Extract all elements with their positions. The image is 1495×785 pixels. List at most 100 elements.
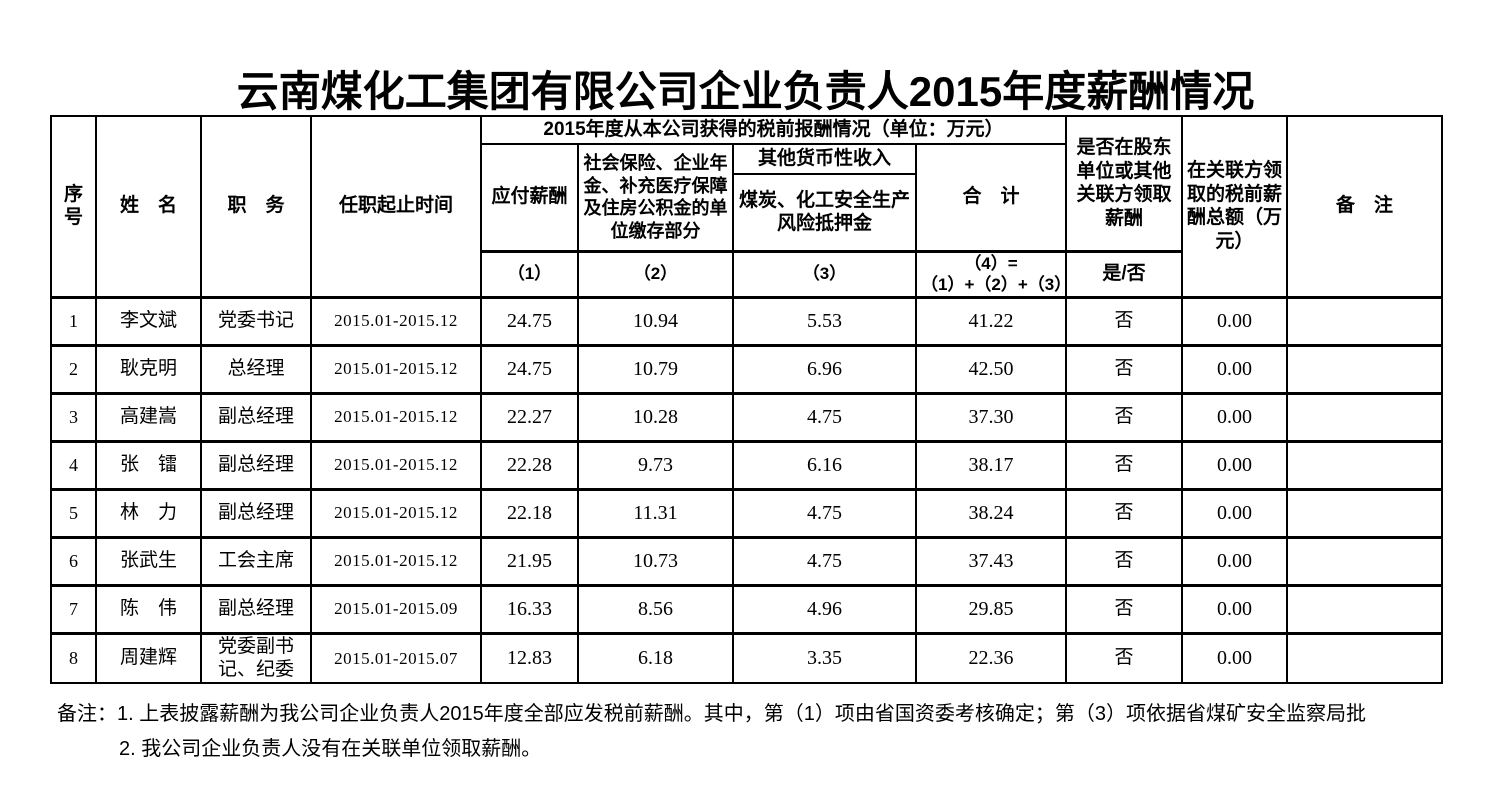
cell-payable: 24.75 (480, 295, 579, 346)
cell-remark (1286, 535, 1444, 586)
cell-deposit: 6.16 (732, 439, 917, 490)
header-name: 姓 名 (95, 115, 202, 298)
cell-related: 否 (1065, 487, 1184, 538)
cell-social: 9.73 (577, 439, 734, 490)
cell-related-amount: 0.00 (1181, 535, 1289, 586)
header-position: 职 务 (200, 115, 312, 298)
header-row-sub1: 应付薪酬 社会保险、企业年金、补充医疗保障及住房公积金的单位缴存部分 其他货币性… (51, 143, 1442, 252)
cell-deposit: 4.75 (732, 487, 917, 538)
header-row-index: （1） （2） （3） （4）=（1）+（2）+（3） 是/否 (51, 249, 1442, 298)
cell-total: 38.24 (914, 487, 1068, 538)
cell-remark (1286, 583, 1444, 634)
cell-position: 副总经理 (200, 583, 312, 634)
cell-total: 37.43 (914, 535, 1068, 586)
cell-social: 10.73 (577, 535, 734, 586)
table-row: 1 李文斌 党委书记 2015.01-2015.12 24.75 10.94 5… (50, 295, 1444, 346)
salary-table: 序号 姓 名 职 务 任职起止时间 2015年度从本公司获得的税前报酬情况（单位… (50, 115, 1444, 684)
cell-seq: 5 (50, 487, 97, 538)
cell-name: 高建嵩 (95, 391, 202, 442)
cell-seq: 4 (50, 439, 97, 490)
cell-remark (1286, 631, 1444, 684)
cell-position: 党委副书记、纪委 (200, 631, 312, 684)
cell-term: 2015.01-2015.07 (310, 631, 482, 684)
header-social-insurance: 社会保险、企业年金、补充医疗保障及住房公积金的单位缴存部分 (577, 143, 734, 252)
cell-seq: 7 (50, 583, 97, 634)
cell-related-amount: 0.00 (1181, 343, 1289, 394)
footnotes: 备注：1. 上表披露薪酬为我公司企业负责人2015年度全部应发税前薪酬。其中，第… (57, 697, 1477, 767)
cell-deposit: 6.96 (732, 343, 917, 394)
cell-remark (1286, 487, 1444, 538)
header-yes-no: 是/否 (1065, 249, 1184, 298)
cell-name: 张 镭 (95, 439, 202, 490)
cell-term: 2015.01-2015.12 (310, 343, 482, 394)
table-row: 5 林 力 副总经理 2015.01-2015.12 22.18 11.31 4… (50, 487, 1444, 538)
cell-payable: 16.33 (480, 583, 579, 634)
cell-remark (1286, 295, 1444, 346)
cell-social: 11.31 (577, 487, 734, 538)
cell-name: 陈 伟 (95, 583, 202, 634)
cell-related-amount: 0.00 (1181, 583, 1289, 634)
header-total: 合 计 (914, 143, 1068, 252)
cell-total: 22.36 (914, 631, 1068, 684)
footnote-line-1: 备注：1. 上表披露薪酬为我公司企业负责人2015年度全部应发税前薪酬。其中，第… (57, 703, 1366, 725)
header-term: 任职起止时间 (310, 115, 482, 298)
header-col3: （3） (732, 249, 917, 298)
cell-related: 否 (1065, 535, 1184, 586)
cell-payable: 21.95 (480, 535, 579, 586)
cell-total: 41.22 (914, 295, 1068, 346)
cell-social: 8.56 (577, 583, 734, 634)
cell-related: 否 (1065, 295, 1184, 346)
cell-total: 37.30 (914, 391, 1068, 442)
cell-payable: 22.18 (480, 487, 579, 538)
header-seq: 序号 (50, 115, 97, 298)
header-remark: 备 注 (1286, 115, 1444, 298)
cell-position: 党委书记 (200, 295, 312, 346)
cell-payable: 12.83 (480, 631, 579, 684)
cell-related-amount: 0.00 (1181, 391, 1289, 442)
header-col4-formula: （4）=（1）+（2）+（3） (914, 249, 1068, 298)
cell-social: 10.94 (577, 295, 734, 346)
table-row: 3 高建嵩 副总经理 2015.01-2015.12 22.27 10.28 4… (50, 391, 1444, 442)
cell-term: 2015.01-2015.12 (310, 487, 482, 538)
cell-seq: 8 (50, 631, 97, 684)
cell-social: 10.79 (577, 343, 734, 394)
header-payable: 应付薪酬 (480, 143, 579, 252)
header-col2: （2） (577, 249, 734, 298)
cell-related-amount: 0.00 (1181, 487, 1289, 538)
cell-position: 副总经理 (200, 487, 312, 538)
cell-related: 否 (1065, 343, 1184, 394)
cell-deposit: 4.96 (732, 583, 917, 634)
cell-related-amount: 0.00 (1181, 295, 1289, 346)
cell-related-amount: 0.00 (1181, 439, 1289, 490)
footnote-line-2: 2. 我公司企业负责人没有在关联单位领取薪酬。 (119, 738, 542, 760)
header-safety-deposit: 煤炭、化工安全生产风险抵押金 (732, 173, 917, 252)
cell-social: 10.28 (577, 391, 734, 442)
cell-total: 29.85 (914, 583, 1068, 634)
cell-term: 2015.01-2015.12 (310, 439, 482, 490)
cell-remark (1286, 439, 1444, 490)
cell-term: 2015.01-2015.12 (310, 391, 482, 442)
cell-name: 李文斌 (95, 295, 202, 346)
cell-related: 否 (1065, 583, 1184, 634)
cell-deposit: 4.75 (732, 391, 917, 442)
cell-deposit: 4.75 (732, 535, 917, 586)
cell-payable: 22.27 (480, 391, 579, 442)
table-row: 7 陈 伟 副总经理 2015.01-2015.09 16.33 8.56 4.… (50, 583, 1444, 634)
table-row: 6 张武生 工会主席 2015.01-2015.12 21.95 10.73 4… (50, 535, 1444, 586)
cell-seq: 6 (50, 535, 97, 586)
cell-related: 否 (1065, 391, 1184, 442)
cell-deposit: 3.35 (732, 631, 917, 684)
cell-name: 耿克明 (95, 343, 202, 394)
cell-name: 张武生 (95, 535, 202, 586)
header-row-group: 序号 姓 名 职 务 任职起止时间 2015年度从本公司获得的税前报酬情况（单位… (50, 115, 1444, 298)
cell-name: 周建辉 (95, 631, 202, 684)
cell-seq: 3 (50, 391, 97, 442)
cell-position: 总经理 (200, 343, 312, 394)
cell-term: 2015.01-2015.12 (310, 535, 482, 586)
cell-related-amount: 0.00 (1181, 631, 1289, 684)
cell-total: 42.50 (914, 343, 1068, 394)
header-row-sub2: 煤炭、化工安全生产风险抵押金 (51, 173, 1442, 252)
cell-remark (1286, 391, 1444, 442)
table-row: 2 耿克明 总经理 2015.01-2015.12 24.75 10.79 6.… (50, 343, 1444, 394)
cell-remark (1286, 343, 1444, 394)
